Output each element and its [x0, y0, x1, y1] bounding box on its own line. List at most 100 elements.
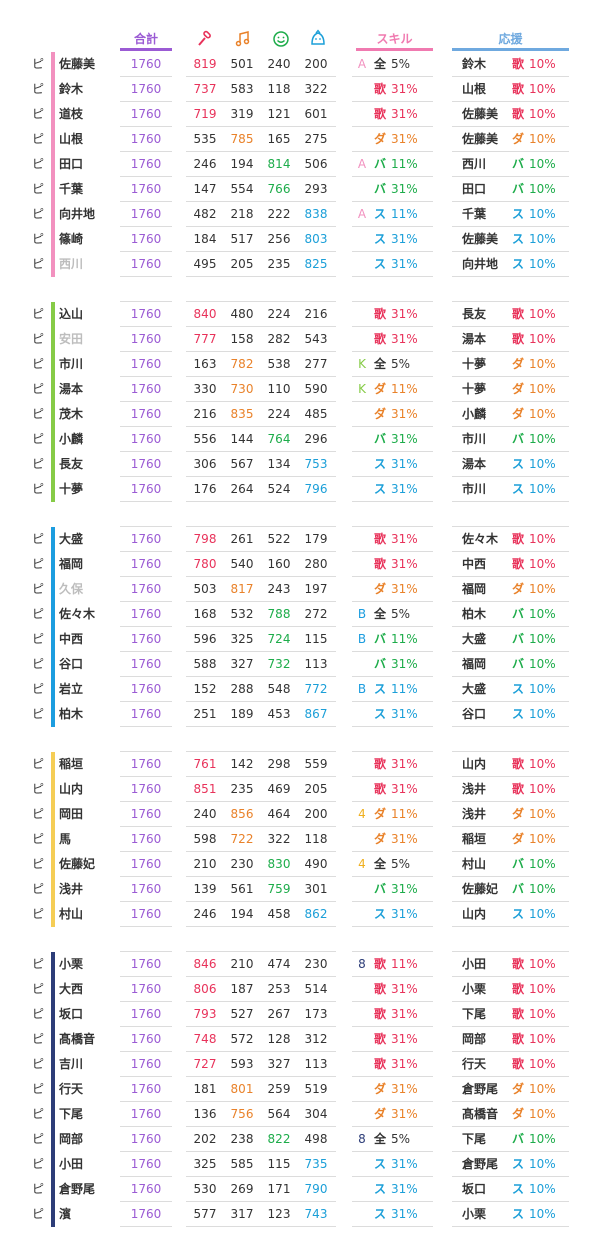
support-member-name[interactable]: 大盛 [462, 682, 487, 696]
idol-name[interactable]: 中西 [59, 632, 84, 646]
total-value: 1760 [130, 157, 162, 171]
idol-name[interactable]: 坂口 [59, 1007, 84, 1021]
support-member-name[interactable]: 福岡 [462, 657, 487, 671]
support-member-name[interactable]: 坂口 [462, 1182, 487, 1196]
support-member-name[interactable]: 小田 [462, 957, 487, 971]
idol-name[interactable]: 道枝 [59, 107, 84, 121]
support-member-name[interactable]: 小麟 [462, 407, 487, 421]
support-value: 197 [304, 582, 328, 596]
idol-name[interactable]: 篠崎 [59, 232, 84, 246]
support-member-name[interactable]: 髙橋音 [462, 1107, 499, 1121]
support-member-name[interactable]: 浅井 [462, 782, 487, 796]
idol-name[interactable]: 長友 [59, 457, 84, 471]
support-member-name[interactable]: 村山 [462, 857, 487, 871]
row-divider [186, 151, 226, 152]
support-member-name[interactable]: 田口 [462, 182, 487, 196]
support-member-name[interactable]: 佐藤美 [462, 232, 499, 246]
support-member-name[interactable]: 中西 [462, 557, 487, 571]
support-member-name[interactable]: 十夢 [462, 357, 487, 371]
idol-name[interactable]: 岩立 [59, 682, 84, 696]
support-member-name[interactable]: 湯本 [462, 457, 487, 471]
support-member-name[interactable]: 谷口 [462, 707, 487, 721]
idol-name[interactable]: 茂木 [59, 407, 84, 421]
idol-name[interactable]: 湯本 [59, 382, 84, 396]
support-member-name[interactable]: 西川 [462, 157, 487, 171]
support-member-name[interactable]: 市川 [462, 432, 487, 446]
idol-name[interactable]: 西川 [59, 257, 84, 271]
support-member-name[interactable]: 千葉 [462, 207, 487, 221]
support-member-name[interactable]: 下尾 [462, 1132, 487, 1146]
dance-value: 264 [230, 482, 254, 496]
idol-name[interactable]: 倉野尾 [59, 1182, 96, 1196]
idol-name[interactable]: 谷口 [59, 657, 84, 671]
support-member-name[interactable]: 稲垣 [462, 832, 487, 846]
dance-value: 585 [230, 1157, 254, 1171]
support-member-name[interactable]: 大盛 [462, 632, 487, 646]
support-member-name[interactable]: 山内 [462, 907, 487, 921]
idol-name[interactable]: 馬 [59, 832, 72, 846]
idol-name[interactable]: 濱 [59, 1207, 72, 1221]
idol-name[interactable]: 小田 [59, 1157, 84, 1171]
support-value: 506 [304, 157, 328, 171]
idol-name[interactable]: 田口 [59, 157, 84, 171]
idol-name[interactable]: 小栗 [59, 957, 84, 971]
idol-name[interactable]: 稲垣 [59, 757, 84, 771]
support-member-name[interactable]: 十夢 [462, 382, 487, 396]
support-member-name[interactable]: 山内 [462, 757, 487, 771]
idol-name[interactable]: 山根 [59, 132, 84, 146]
row-divider [120, 651, 172, 652]
visual-value: 814 [267, 157, 291, 171]
support-member-name[interactable]: 佐藤美 [462, 107, 499, 121]
idol-name[interactable]: 村山 [59, 907, 84, 921]
idol-name[interactable]: 福岡 [59, 557, 84, 571]
idol-name[interactable]: 行天 [59, 1082, 84, 1096]
support-member-name[interactable]: 柏木 [462, 607, 487, 621]
idol-name[interactable]: 佐藤美 [59, 57, 96, 71]
row-divider [352, 1151, 433, 1152]
idol-name[interactable]: 浅井 [59, 882, 84, 896]
idol-name[interactable]: 大盛 [59, 532, 84, 546]
idol-name[interactable]: 久保 [59, 582, 84, 596]
support-member-name[interactable]: 福岡 [462, 582, 487, 596]
support-member-name[interactable]: 市川 [462, 482, 487, 496]
support-member-name[interactable]: 行天 [462, 1057, 487, 1071]
idol-name[interactable]: 向井地 [59, 207, 96, 221]
support-member-name[interactable]: 倉野尾 [462, 1157, 499, 1171]
support-member-name[interactable]: 小栗 [462, 982, 487, 996]
support-member-name[interactable]: 向井地 [462, 257, 499, 271]
idol-name[interactable]: 大西 [59, 982, 84, 996]
idol-name[interactable]: 柏木 [59, 707, 84, 721]
idol-name[interactable]: 鈴木 [59, 82, 84, 96]
support-member-name[interactable]: 佐々木 [462, 532, 499, 546]
support-member-name[interactable]: 小栗 [462, 1207, 487, 1221]
support-member-name[interactable]: 山根 [462, 82, 487, 96]
support-member-name[interactable]: 鈴木 [462, 57, 487, 71]
support-member-name[interactable]: 倉野尾 [462, 1082, 499, 1096]
idol-name[interactable]: 小麟 [59, 432, 84, 446]
idol-name[interactable]: 下尾 [59, 1107, 84, 1121]
support-member-name[interactable]: 下尾 [462, 1007, 487, 1021]
support-member-name[interactable]: 岡部 [462, 1032, 487, 1046]
idol-name[interactable]: 髙橋音 [59, 1032, 96, 1046]
support-member-name[interactable]: 湯本 [462, 332, 487, 346]
idol-name[interactable]: 岡田 [59, 807, 84, 821]
support-member-name[interactable]: 長友 [462, 307, 487, 321]
idol-name[interactable]: 岡部 [59, 1132, 84, 1146]
idol-name[interactable]: 佐々木 [59, 607, 96, 621]
group-divider [300, 751, 336, 752]
support-member-name[interactable]: 佐藤妃 [462, 882, 499, 896]
idol-name[interactable]: 吉川 [59, 1057, 84, 1071]
pi-marker: ピ [31, 1082, 44, 1096]
idol-name[interactable]: 込山 [59, 307, 84, 321]
support-member-name[interactable]: 佐藤美 [462, 132, 499, 146]
idol-name[interactable]: 千葉 [59, 182, 84, 196]
idol-name[interactable]: 安田 [59, 332, 84, 346]
idol-name[interactable]: 十夢 [59, 482, 84, 496]
idol-name[interactable]: 山内 [59, 782, 84, 796]
idol-name[interactable]: 佐藤妃 [59, 857, 96, 871]
support-member-name[interactable]: 浅井 [462, 807, 487, 821]
row-divider [262, 726, 300, 727]
idol-name[interactable]: 市川 [59, 357, 84, 371]
row-divider [352, 876, 433, 877]
group-divider [120, 301, 172, 302]
